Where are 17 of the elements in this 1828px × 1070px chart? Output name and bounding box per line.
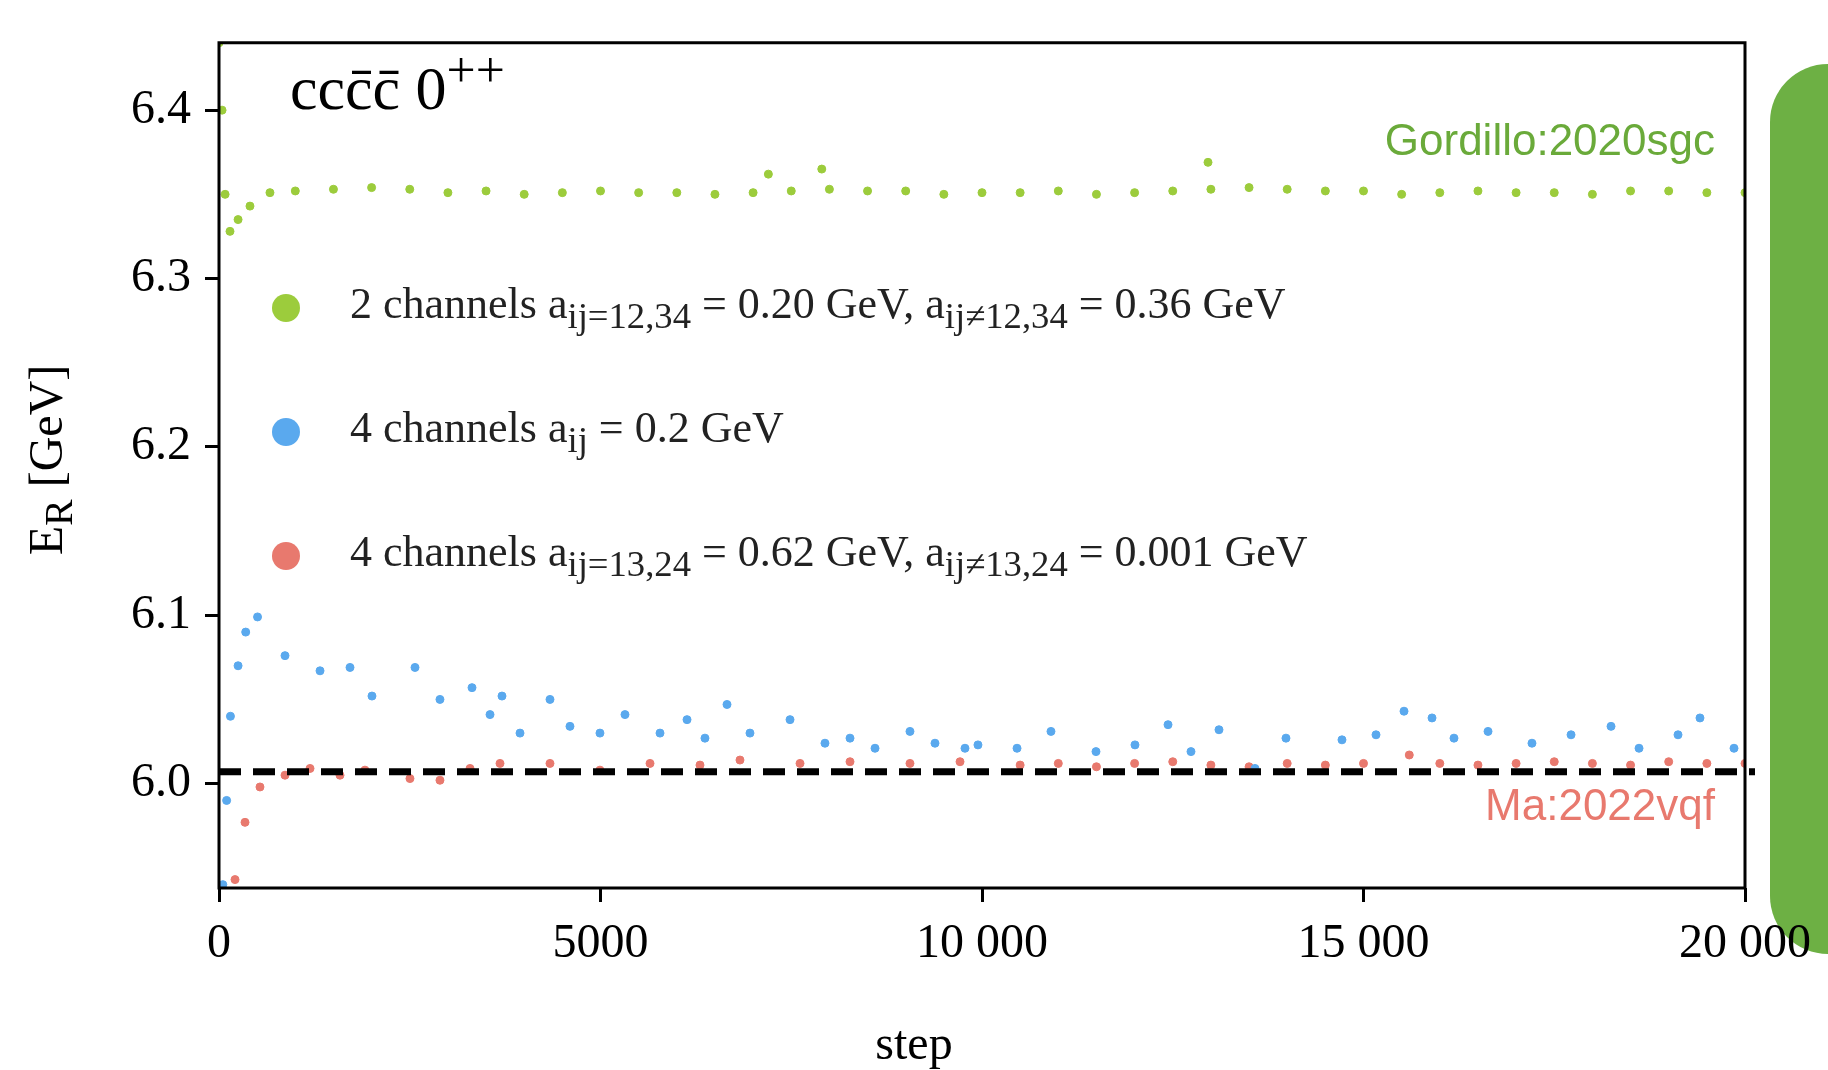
annotation: Gordillo:2020sgc [1384, 114, 1715, 164]
x-tick-label: 15 000 [1297, 914, 1430, 968]
annotation: Ma:2022vqf [1485, 780, 1716, 830]
x-tick-label: 5000 [552, 914, 649, 968]
legend-label: 4 channels a$_{ij=13,24}$ = 0.62 GeV, a$_{ij≠13,24}$ = 0.001 GeV [350, 526, 1308, 585]
x-tick-label: 20 000 [1679, 914, 1811, 968]
legend-label: 4 channels a$_{ij}$ = 0.2 GeV [350, 402, 784, 461]
chart-title: ccc̄c̄ 0$^{++}$ [290, 40, 505, 124]
y-tick-label: 6.2 [131, 416, 191, 470]
x-tick-label: 10 000 [916, 914, 1048, 968]
x-tick-label: 0 [207, 914, 231, 968]
y-tick-label: 6.3 [131, 248, 191, 302]
y-tick-label: 6.1 [131, 584, 191, 638]
y-tick-label: 6.4 [131, 79, 191, 133]
legend-label: 2 channels a$_{ij=12,34}$ = 0.20 GeV, a$_{ij≠12,34}$ = 0.36 GeV [350, 278, 1286, 337]
x-axis-title: step [874, 1015, 954, 1070]
y-tick-label: 6.0 [131, 753, 191, 807]
